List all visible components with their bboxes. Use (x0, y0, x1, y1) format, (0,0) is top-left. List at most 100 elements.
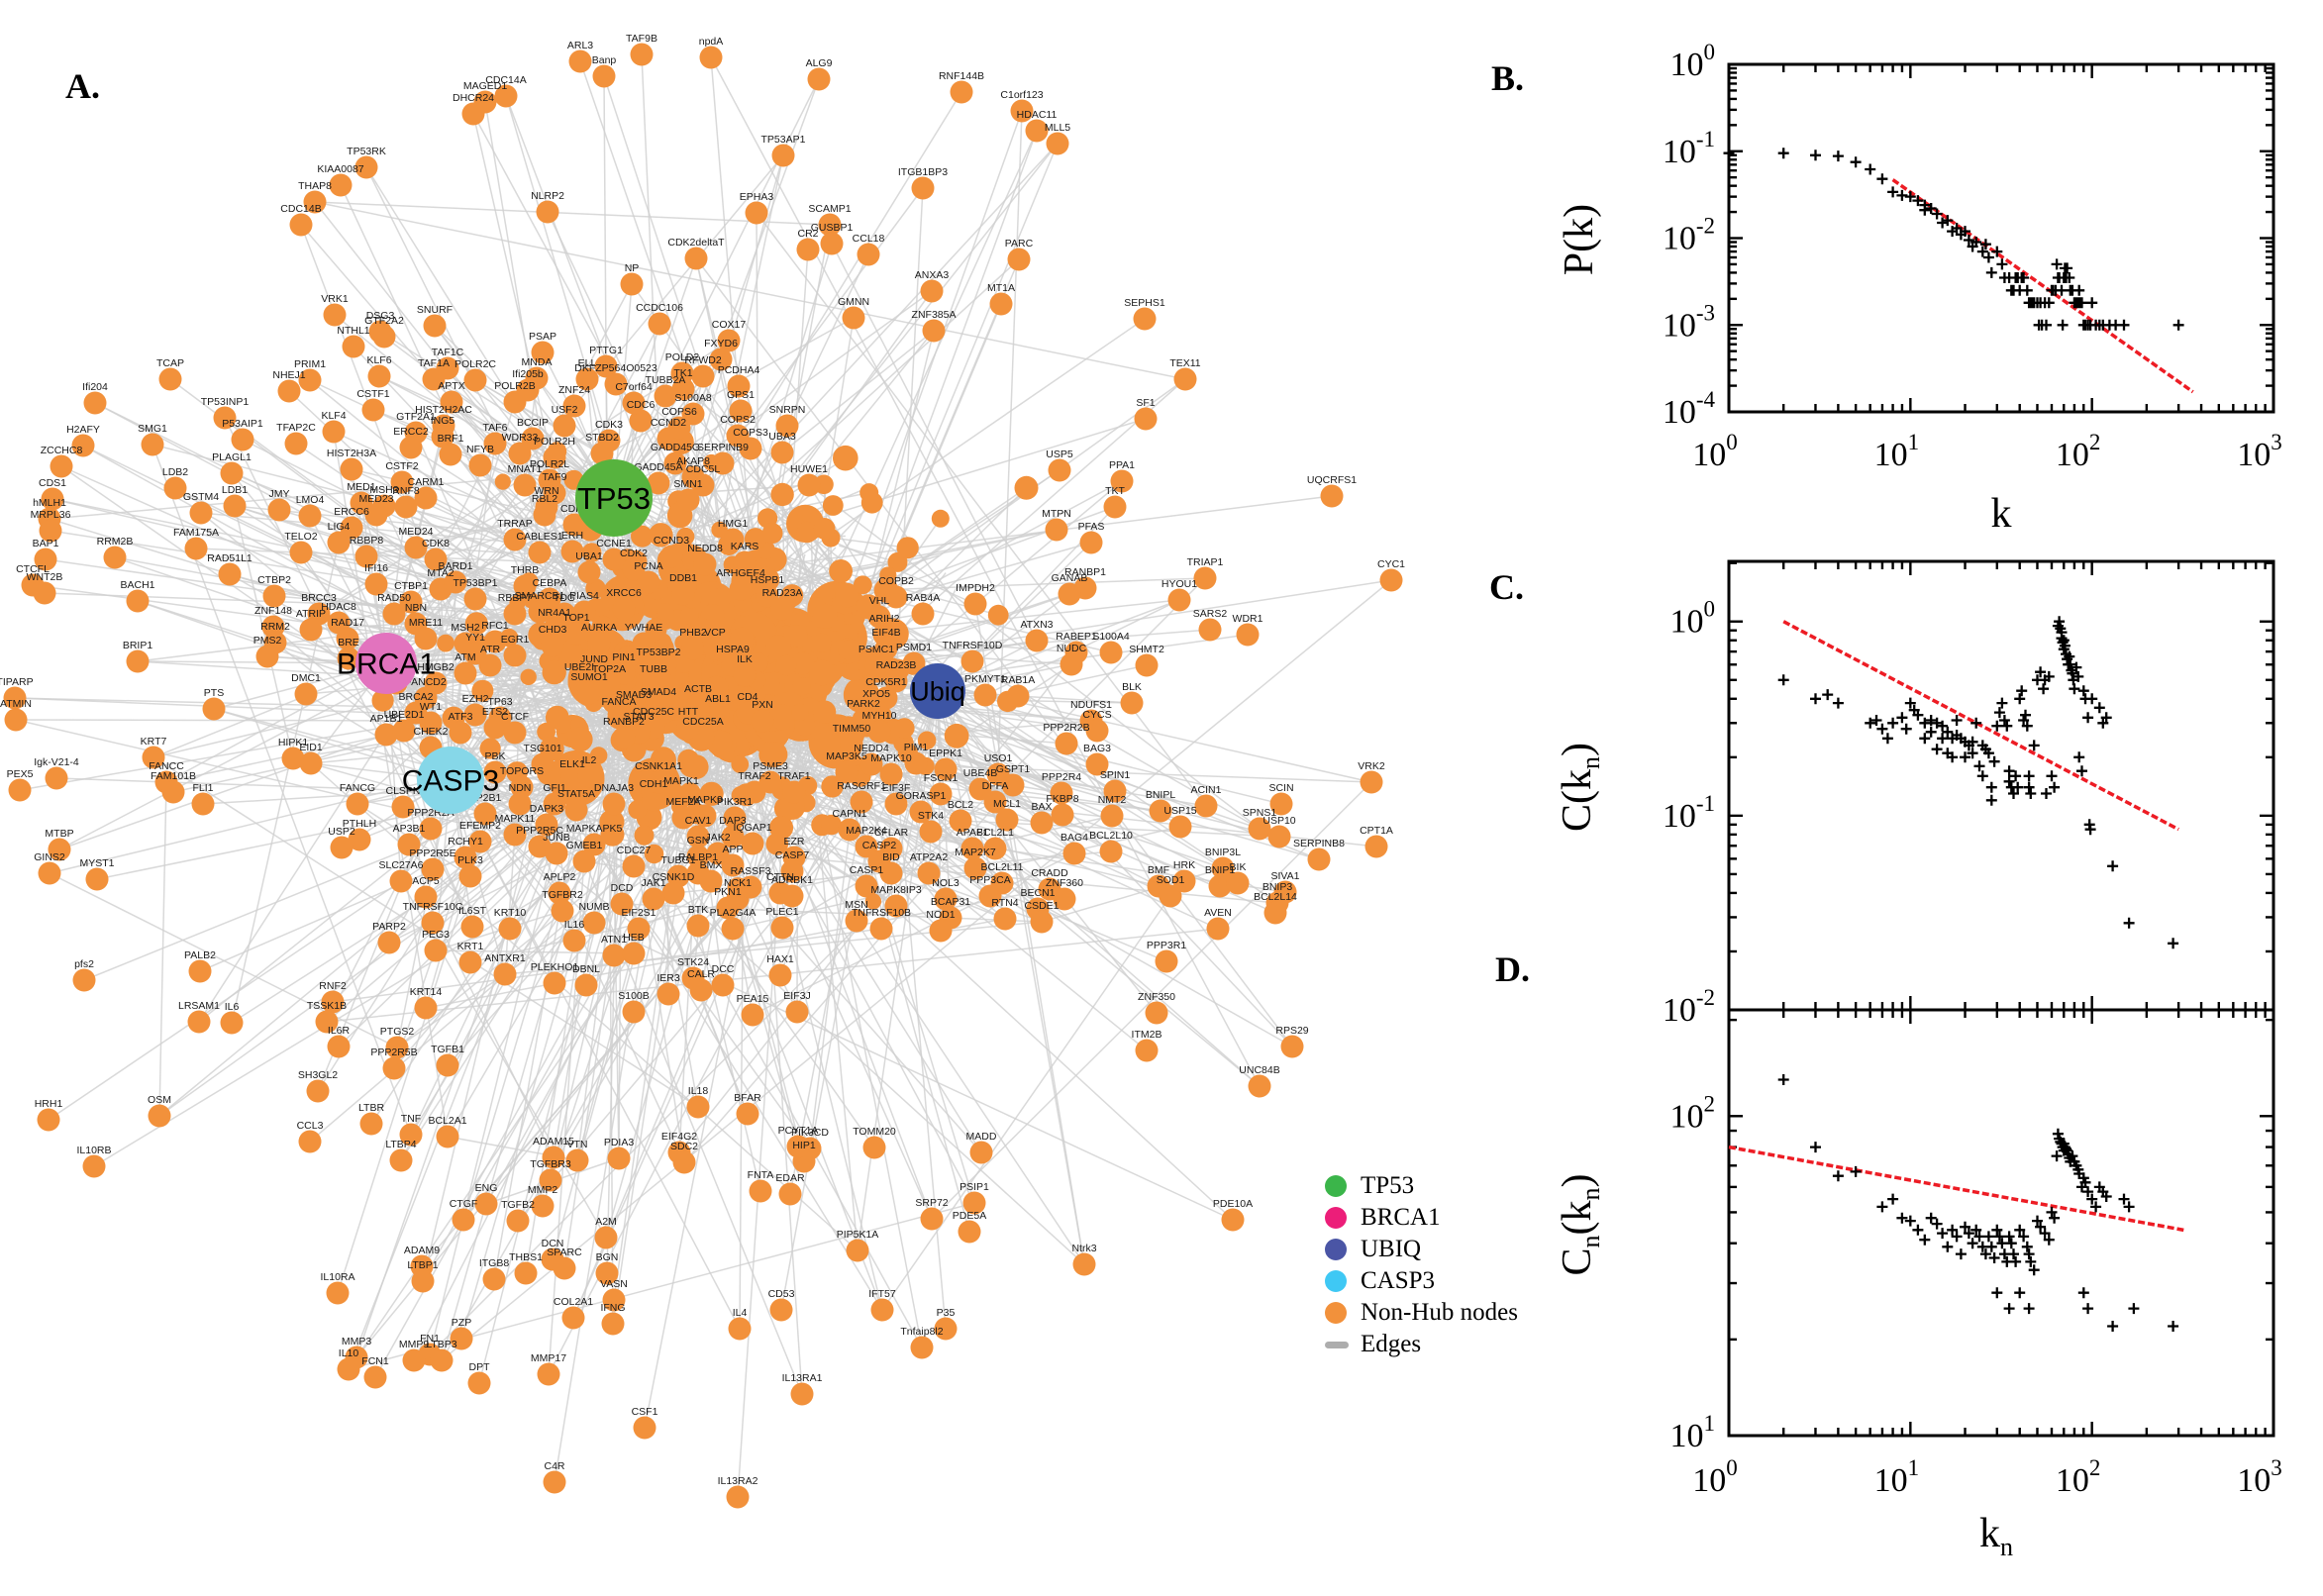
network-node (535, 813, 558, 837)
network-node (1320, 484, 1344, 508)
network-node (191, 792, 215, 816)
network-node (1211, 856, 1235, 880)
network-node-label: SMAD4 (641, 686, 676, 698)
network-node-label: MED23 (358, 493, 393, 505)
network-node (572, 600, 596, 624)
network-node (721, 917, 745, 941)
network-node (874, 637, 898, 660)
network-node-label: FKBP8 (1046, 793, 1078, 805)
svg-text:10-3: 10-3 (1663, 300, 1715, 344)
network-node-label: TRAF2 (738, 770, 770, 782)
network-node-label: NDN (509, 782, 532, 794)
network-node-label: GUSBP1 (811, 222, 854, 234)
network-node-label: PDE10A (1213, 1198, 1253, 1210)
network-node-label: RTN4 (991, 897, 1018, 909)
network-node (468, 830, 492, 853)
network-node-label: IMPDH2 (956, 582, 995, 594)
network-node-label: PTHLH (343, 818, 376, 830)
network-node-label: TK1 (673, 367, 692, 379)
network-node-label: RRM2 (260, 621, 290, 633)
network-node-label: H2AFY (66, 424, 100, 436)
network-node-label: PIM1 (904, 742, 929, 753)
network-node (1149, 799, 1172, 823)
network-node (188, 959, 212, 983)
network-node (374, 723, 398, 747)
network-node-label: PPP2R4 (1042, 771, 1081, 783)
network-node-label: GMEB1 (566, 840, 603, 851)
network-node-label: SMAD3 (616, 689, 652, 701)
network-node (34, 548, 57, 571)
network-node (995, 808, 1019, 832)
network-node-label: STAT5A (557, 788, 595, 800)
network-node (498, 917, 522, 941)
network-node-label: DPT (469, 1361, 491, 1373)
network-node (612, 597, 636, 621)
network-node-label: ARIH2 (869, 613, 900, 625)
axis-tick-labels: 100 10-1 10-2 (1663, 597, 1715, 1029)
network-node-label: CTBP1 (394, 580, 428, 592)
network-node-label: PTS (204, 687, 224, 699)
network-node-label: Tnfaip8l2 (900, 1326, 943, 1338)
network-node-label: USF2 (552, 404, 578, 416)
network-node-label: CYC1 (1377, 558, 1405, 570)
network-node (604, 372, 628, 396)
network-node (835, 760, 858, 784)
network-node-label: ILK (737, 653, 753, 665)
network-node-label: LMO4 (296, 494, 325, 506)
network-node (922, 319, 946, 343)
hub-ubiq: Ubiq (910, 663, 965, 719)
network-node (289, 541, 313, 564)
network-node (161, 780, 185, 804)
network-node (699, 869, 723, 893)
network-node-label: BID (882, 851, 900, 863)
network-node (610, 892, 634, 916)
network-node-label: PIN1 (612, 651, 636, 663)
network-node-label: A2M (595, 1216, 617, 1228)
network-node-label: PARC (1005, 238, 1034, 249)
network-node (423, 314, 447, 338)
network-node-label: RASSF3 (731, 865, 771, 877)
network-node-label: SOD1 (1157, 874, 1185, 886)
network-node (348, 828, 371, 851)
network-node (1050, 781, 1073, 805)
network-node-label: ENG (475, 1182, 498, 1194)
network-node (202, 697, 226, 721)
network-node-label: ACIN1 (1191, 784, 1222, 796)
network-node-label: Ntrk3 (1071, 1243, 1096, 1254)
network-node (1134, 407, 1158, 431)
network-node (364, 503, 388, 527)
network-node-label: RNF144B (939, 70, 984, 82)
network-node (622, 1000, 646, 1024)
network-node-label: PKMYT1 (964, 673, 1006, 685)
network-node-label: ABL1 (705, 693, 731, 705)
network-node-label: STK4 (918, 810, 944, 822)
network-node-label: BNIPL (1146, 789, 1176, 801)
network-node (911, 602, 935, 626)
y-axis-title: P(k) (1557, 204, 1602, 275)
network-node-label: IL10RB (76, 1145, 111, 1156)
network-node-label: PLAGL1 (212, 451, 252, 463)
network-node-label: SH3GL2 (298, 1069, 338, 1081)
network-node-label: BAX (1031, 801, 1052, 813)
network-node (790, 1382, 814, 1406)
network-node (780, 884, 804, 908)
network-node-label: RANBP2 (603, 716, 645, 728)
network-node-label: PPA1 (1109, 459, 1135, 471)
network-node-label: THBS1 (509, 1251, 543, 1263)
network-node-label: TIMM50 (833, 723, 871, 735)
network-node-label: COL2A1 (554, 1296, 593, 1308)
network-node (503, 528, 527, 551)
network-node (424, 548, 448, 571)
network-node (1099, 641, 1123, 664)
network-node-label: BGN (596, 1251, 619, 1263)
network-node (741, 1003, 764, 1027)
network-node (647, 770, 670, 794)
network-node (72, 968, 96, 992)
network-node-label: SUMO1 (570, 671, 608, 683)
network-node (622, 854, 646, 878)
network-node-label: SF1 (1136, 397, 1155, 409)
network-node (648, 312, 671, 336)
network-node (884, 792, 908, 816)
network-node-label: MAPK11 (495, 813, 536, 825)
network-node-label: BFAR (734, 1092, 761, 1104)
